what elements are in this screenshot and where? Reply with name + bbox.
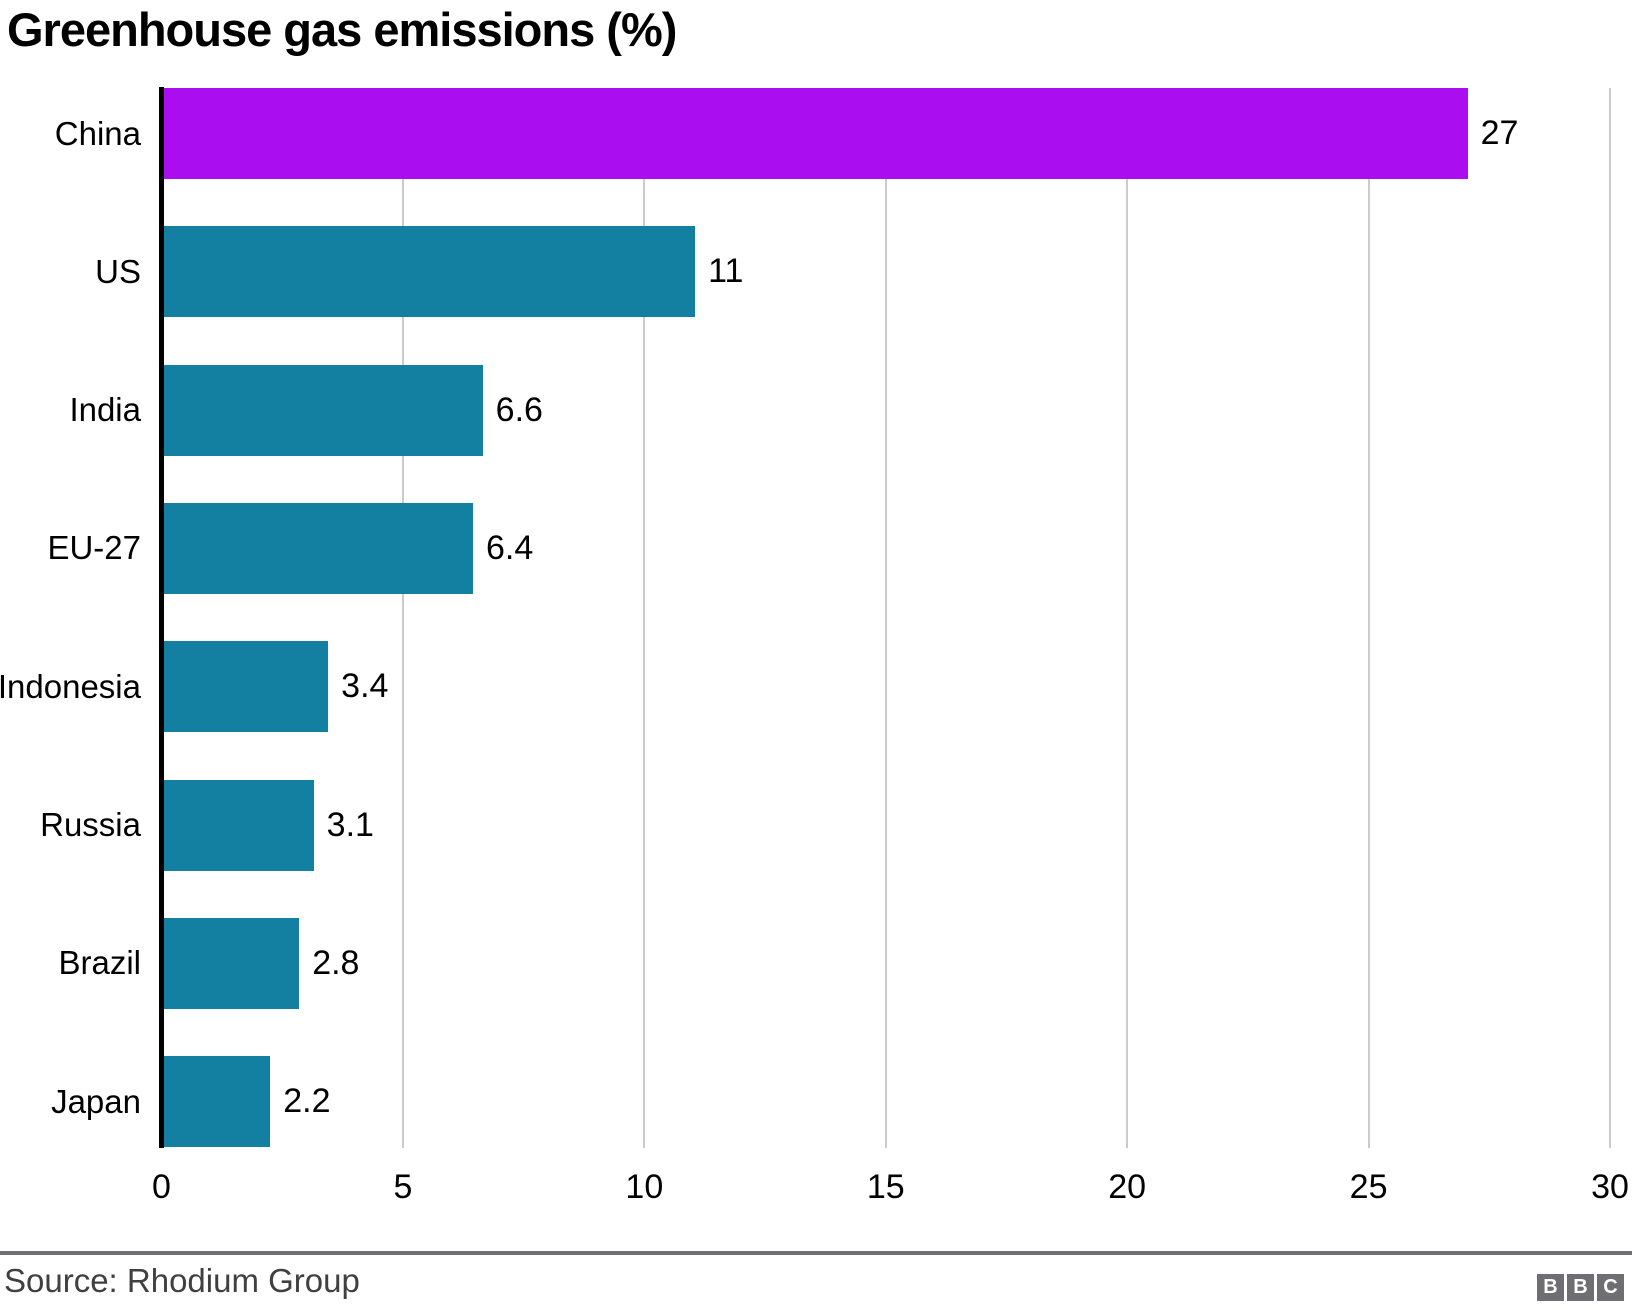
value-label: 2.8: [312, 943, 360, 982]
bar-row-russia: Russia 3.1: [0, 779, 1632, 871]
bar: [164, 226, 696, 318]
gridline-x-15: [884, 88, 887, 1148]
bbc-logo-letter-2: B: [1567, 1274, 1594, 1301]
bar-row-us: US 11: [0, 226, 1632, 318]
y-axis-line: [159, 87, 164, 1148]
value-label: 27: [1480, 114, 1519, 152]
category-label: India: [69, 391, 141, 429]
chart-title: Greenhouse gas emissions (%): [7, 3, 677, 56]
value-label: 3.1: [326, 805, 374, 844]
bar: [164, 917, 300, 1009]
bar: [164, 1056, 271, 1148]
x-axis-tick-labels: 0 5 10 15 20 25 30: [0, 1168, 1632, 1212]
bbc-logo-letter-1: B: [1537, 1274, 1564, 1301]
bar-row-india: India 6.6: [0, 364, 1632, 456]
category-label: Brazil: [58, 944, 141, 982]
value-label: 2.2: [283, 1082, 331, 1121]
x-tick-label-30: 30: [1591, 1168, 1629, 1206]
gridline-x-10: [643, 88, 646, 1148]
value-label: 6.6: [495, 390, 543, 429]
x-tick-label-20: 20: [1108, 1168, 1147, 1206]
bbc-logo-letter-3: C: [1597, 1274, 1624, 1301]
x-tick-label-0: 0: [152, 1168, 171, 1206]
bar: [164, 641, 329, 733]
x-tick-label-10: 10: [625, 1168, 664, 1206]
category-label: US: [95, 252, 141, 290]
value-label: 3.4: [341, 667, 389, 706]
bar: [164, 88, 1468, 179]
category-label: EU-27: [47, 529, 141, 567]
gridline-x-20: [1126, 88, 1129, 1148]
bar-row-indonesia: Indonesia 3.4: [0, 641, 1632, 733]
bar: [164, 502, 473, 594]
source-text: Source: Rhodium Group: [4, 1262, 360, 1299]
category-label: Japan: [51, 1082, 141, 1120]
category-label: China: [54, 114, 141, 152]
footer-divider: [0, 1251, 1632, 1255]
bar: [164, 364, 483, 456]
bar-row-brazil: Brazil 2.8: [0, 917, 1632, 1009]
gridline-x-5: [401, 88, 404, 1148]
bar-row-china: China 27: [0, 88, 1632, 179]
plot-area: China 27 US 11 India 6.6 EU-27 6.4 Indon…: [0, 87, 1632, 1148]
x-tick-label-25: 25: [1349, 1168, 1388, 1206]
bar-row-eu-27: EU-27 6.4: [0, 502, 1632, 594]
value-label: 6.4: [486, 528, 534, 567]
x-tick-label-15: 15: [866, 1168, 905, 1206]
category-label: Russia: [40, 806, 141, 843]
x-tick-label-5: 5: [393, 1168, 413, 1206]
bar: [164, 779, 314, 871]
gridline-x-25: [1367, 88, 1370, 1148]
gridline-x-30: [1609, 88, 1611, 1148]
value-label: 11: [708, 252, 744, 291]
bar-row-japan: Japan 2.2: [0, 1056, 1632, 1148]
category-label: Indonesia: [0, 667, 141, 705]
